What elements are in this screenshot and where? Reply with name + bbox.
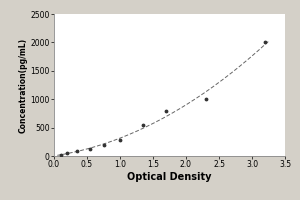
X-axis label: Optical Density: Optical Density	[127, 172, 212, 182]
Y-axis label: Concentration(pg/mL): Concentration(pg/mL)	[19, 37, 28, 133]
